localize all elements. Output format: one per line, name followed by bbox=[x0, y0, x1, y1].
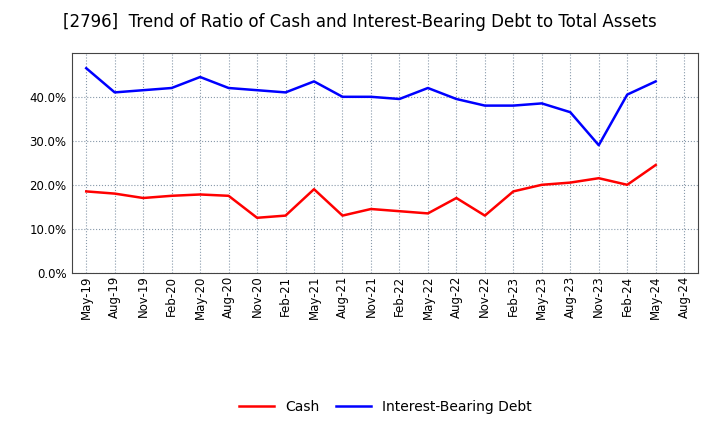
Cash bbox=[253, 215, 261, 220]
Cash bbox=[82, 189, 91, 194]
Cash bbox=[509, 189, 518, 194]
Cash bbox=[566, 180, 575, 185]
Cash bbox=[366, 206, 375, 212]
Cash bbox=[167, 193, 176, 198]
Interest-Bearing Debt bbox=[225, 85, 233, 91]
Cash bbox=[537, 182, 546, 187]
Interest-Bearing Debt bbox=[652, 79, 660, 84]
Interest-Bearing Debt bbox=[366, 94, 375, 99]
Cash bbox=[423, 211, 432, 216]
Cash bbox=[480, 213, 489, 218]
Interest-Bearing Debt bbox=[452, 96, 461, 102]
Cash bbox=[338, 213, 347, 218]
Cash bbox=[110, 191, 119, 196]
Cash bbox=[310, 187, 318, 192]
Text: [2796]  Trend of Ratio of Cash and Interest-Bearing Debt to Total Assets: [2796] Trend of Ratio of Cash and Intere… bbox=[63, 13, 657, 31]
Interest-Bearing Debt bbox=[338, 94, 347, 99]
Interest-Bearing Debt bbox=[110, 90, 119, 95]
Interest-Bearing Debt bbox=[595, 143, 603, 148]
Interest-Bearing Debt bbox=[623, 92, 631, 97]
Interest-Bearing Debt bbox=[423, 85, 432, 91]
Line: Interest-Bearing Debt: Interest-Bearing Debt bbox=[86, 68, 656, 145]
Interest-Bearing Debt bbox=[139, 88, 148, 93]
Interest-Bearing Debt bbox=[82, 66, 91, 71]
Interest-Bearing Debt bbox=[566, 110, 575, 115]
Interest-Bearing Debt bbox=[395, 96, 404, 102]
Interest-Bearing Debt bbox=[196, 74, 204, 80]
Interest-Bearing Debt bbox=[537, 101, 546, 106]
Interest-Bearing Debt bbox=[509, 103, 518, 108]
Cash bbox=[652, 162, 660, 168]
Cash bbox=[395, 209, 404, 214]
Legend: Cash, Interest-Bearing Debt: Cash, Interest-Bearing Debt bbox=[233, 394, 537, 419]
Cash bbox=[623, 182, 631, 187]
Cash bbox=[282, 213, 290, 218]
Interest-Bearing Debt bbox=[310, 79, 318, 84]
Cash bbox=[139, 195, 148, 201]
Cash bbox=[196, 192, 204, 197]
Line: Cash: Cash bbox=[86, 165, 656, 218]
Cash bbox=[595, 176, 603, 181]
Interest-Bearing Debt bbox=[282, 90, 290, 95]
Interest-Bearing Debt bbox=[167, 85, 176, 91]
Interest-Bearing Debt bbox=[253, 88, 261, 93]
Cash bbox=[225, 193, 233, 198]
Cash bbox=[452, 195, 461, 201]
Interest-Bearing Debt bbox=[480, 103, 489, 108]
